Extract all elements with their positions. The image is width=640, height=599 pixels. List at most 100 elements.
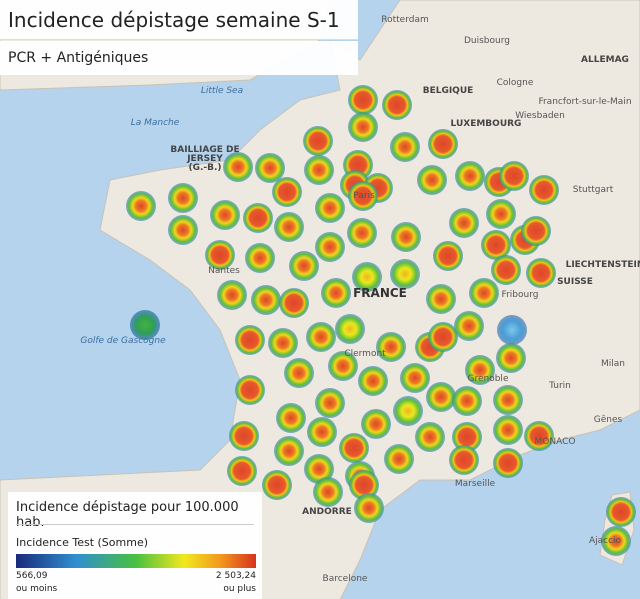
heat-spot <box>449 208 479 238</box>
heat-spot <box>452 422 482 452</box>
heat-spot <box>352 262 382 292</box>
heat-spot <box>348 181 378 211</box>
color-scale <box>16 554 256 568</box>
legend: Incidence dépistage pour 100.000 hab. In… <box>8 492 262 599</box>
place-label: Fribourg <box>502 290 539 300</box>
heat-spot <box>499 161 529 191</box>
heat-spot <box>217 280 247 310</box>
heat-spot <box>243 203 273 233</box>
heat-spot <box>284 358 314 388</box>
heat-spot <box>428 322 458 352</box>
heat-spot <box>491 255 521 285</box>
place-label: Marseille <box>455 479 496 489</box>
place-label: Duisbourg <box>464 36 510 46</box>
heat-spot <box>415 422 445 452</box>
heat-spot <box>481 230 511 260</box>
heat-spot <box>465 355 495 385</box>
heat-spot <box>229 421 259 451</box>
heat-spot <box>390 259 420 289</box>
place-label: Gênes <box>594 414 623 425</box>
heat-spot <box>455 161 485 191</box>
heat-spot <box>315 193 345 223</box>
heat-spot <box>262 470 292 500</box>
legend-max-note: ou plus <box>223 584 256 594</box>
place-label: Barcelone <box>323 574 368 584</box>
heat-spot <box>235 375 265 405</box>
heat-spot <box>526 258 556 288</box>
place-label: Stuttgart <box>573 185 614 195</box>
heat-spot <box>335 314 365 344</box>
heat-spot <box>493 415 523 445</box>
heat-spot <box>130 310 160 340</box>
heat-spot <box>227 456 257 486</box>
legend-title: Incidence dépistage pour 100.000 hab. <box>16 500 239 530</box>
heat-spot <box>601 526 631 556</box>
heat-spot <box>428 129 458 159</box>
heat-spot <box>391 222 421 252</box>
place-label: Nantes <box>208 266 240 276</box>
legend-measure: Incidence Test (Somme) <box>16 536 149 549</box>
heat-spot <box>304 454 334 484</box>
heat-spot <box>454 311 484 341</box>
heat-spot <box>289 251 319 281</box>
heat-spot <box>245 243 275 273</box>
heat-spot <box>321 278 351 308</box>
heat-spot <box>348 112 378 142</box>
heat-spot <box>255 153 285 183</box>
heat-spot <box>268 328 298 358</box>
heat-spot <box>384 444 414 474</box>
heat-spot <box>313 477 343 507</box>
legend-min: 566,09 <box>16 571 48 581</box>
heat-spot <box>304 155 334 185</box>
place-label: SUISSE <box>557 277 593 287</box>
place-label: ALLEMAG <box>581 55 629 65</box>
heat-spot <box>272 177 302 207</box>
heat-spot <box>274 212 304 242</box>
heat-spot <box>376 332 406 362</box>
place-label: Rotterdam <box>381 15 429 25</box>
heat-spot <box>274 436 304 466</box>
heat-spot <box>168 215 198 245</box>
place-label: LUXEMBOURG <box>451 119 522 129</box>
heat-spot <box>496 343 526 373</box>
heat-spot <box>400 363 430 393</box>
heat-spot <box>426 284 456 314</box>
legend-max: 2 503,24 <box>215 571 256 581</box>
heat-spot <box>361 409 391 439</box>
place-label: (G.-B.) <box>188 163 221 173</box>
heat-spot <box>328 351 358 381</box>
heat-spot <box>524 421 554 451</box>
heat-spot <box>493 385 523 415</box>
heat-spot <box>168 183 198 213</box>
heat-spot <box>452 386 482 416</box>
place-label: LIECHTENSTEIN <box>566 260 640 270</box>
heat-spot <box>306 322 336 352</box>
heat-spot <box>303 126 333 156</box>
heat-spot <box>521 216 551 246</box>
place-label: La Manche <box>131 118 180 128</box>
place-label: FRANCE <box>353 286 407 300</box>
heat-spot <box>348 85 378 115</box>
place-label: MONACO <box>535 437 576 447</box>
heat-spot <box>382 90 412 120</box>
place-label: Cologne <box>497 78 534 88</box>
heat-spot <box>606 497 636 527</box>
legend-min-note: ou moins <box>16 584 58 594</box>
place-label: Grenoble <box>468 374 509 384</box>
heat-spot <box>393 396 423 426</box>
place-label: BELGIQUE <box>423 86 474 96</box>
heat-spot <box>315 388 345 418</box>
heat-spot <box>433 241 463 271</box>
heat-spot <box>529 175 559 205</box>
heat-spot <box>279 288 309 318</box>
heat-spot <box>449 445 479 475</box>
heat-spot <box>347 218 377 248</box>
place-label: Little Sea <box>201 86 243 96</box>
heat-spot <box>276 403 306 433</box>
place-label: BAILLIAGE DE <box>170 145 239 155</box>
place-label: Clermont <box>344 349 386 359</box>
title: Incidence dépistage semaine S-1 <box>0 0 358 40</box>
heat-spot <box>307 417 337 447</box>
